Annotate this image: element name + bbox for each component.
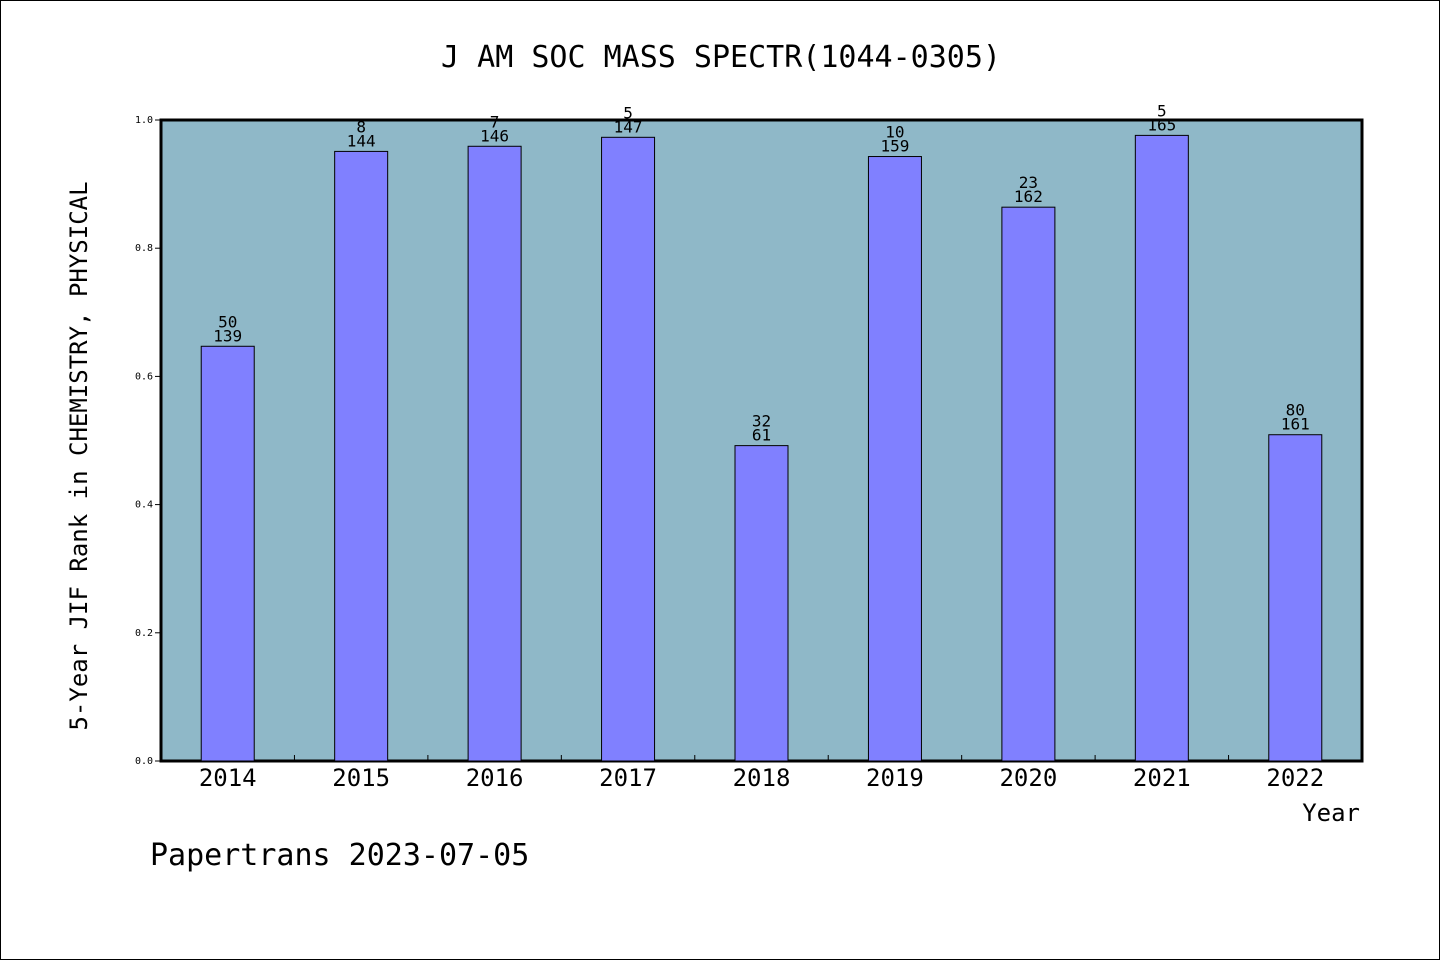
y-tick-label: 0.0 [135,756,153,767]
bar-rank-label: 5 [1157,101,1167,120]
y-axis-label: 5-Year JIF Rank in CHEMISTRY, PHYSICAL [65,181,93,730]
bar-2020 [1001,206,1056,762]
bar-rank-label: 10 [885,123,904,142]
bar-total-label: 147 [614,117,643,136]
x-axis-label: Year [1302,799,1360,827]
y-tick-label: 0.2 [135,628,153,639]
bar-2021 [1134,134,1189,762]
bar-rank-label: 7 [490,112,500,131]
x-tick-label: 2014 [199,764,257,792]
x-tick-label: 2015 [332,764,390,792]
bar-rank-label: 23 [1019,173,1038,192]
y-tick-label: 0.4 [135,500,153,511]
bar-2022 [1268,434,1323,762]
bar-rank-label: 80 [1286,401,1305,420]
bar-total-label: 144 [347,131,376,150]
y-axis: 0.0 0.2 0.4 0.6 0.8 1.0 [135,115,161,767]
bar-total-label: 146 [480,126,509,145]
bar-total-label: 162 [1014,187,1043,206]
x-tick-label: 2016 [466,764,524,792]
x-tick-label: 2022 [1266,764,1324,792]
bar-total-label: 161 [1281,415,1310,434]
bar-2014 [200,345,255,762]
bar-rank-label: 50 [218,312,237,331]
footer-credit: Papertrans 2023-07-05 [150,838,529,873]
bar-rank-label: 5 [623,103,633,122]
y-tick-label: 0.6 [135,371,153,382]
x-tick-label: 2021 [1133,764,1191,792]
x-axis: 2014 2015 2016 2017 2018 2019 2020 2021 2022 [199,755,1324,792]
bar-total-label: 159 [880,137,909,156]
bar-rank-label: 32 [752,412,771,431]
bar-2016 [467,145,522,762]
x-tick-label: 2019 [866,764,924,792]
bar-total-label: 61 [752,426,771,445]
bar-rank-label: 8 [356,117,366,136]
bar-total-label: 139 [213,326,242,345]
x-tick-label: 2017 [599,764,657,792]
chart-title: J AM SOC MASS SPECTR(1044-0305) [441,40,1001,75]
bar-2015 [334,150,389,762]
y-tick-label: 1.0 [135,115,153,126]
y-tick-label: 0.8 [135,243,153,254]
bar-2019 [867,156,922,762]
x-tick-label: 2018 [733,764,791,792]
bar-total-label: 165 [1147,115,1176,134]
bar-2017 [601,136,656,762]
x-tick-label: 2020 [999,764,1057,792]
bar-2018 [734,445,789,762]
